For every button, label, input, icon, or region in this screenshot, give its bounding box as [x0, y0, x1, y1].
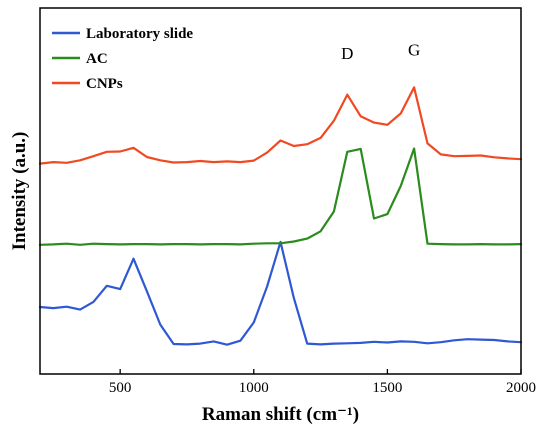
series-line-1 [38, 147, 523, 246]
x-tick-label: 1500 [372, 380, 402, 396]
series-line-2 [38, 86, 523, 165]
peak-label-G: G [408, 41, 420, 60]
x-tick-label: 1000 [239, 380, 269, 396]
peak-label-D: D [341, 44, 353, 63]
x-axis-title: Raman shift (cm⁻¹) [202, 404, 359, 425]
series-line-0 [38, 240, 523, 346]
legend-label-2: CNPs [86, 76, 123, 92]
legend-label-1: AC [86, 51, 108, 67]
legend-label-0: Laboratory slide [86, 26, 193, 42]
legend: Laboratory slide AC CNPs [52, 26, 193, 92]
x-tick-label: 2000 [506, 380, 536, 396]
x-tick-label: 500 [109, 380, 132, 396]
series-layer [38, 86, 523, 346]
ticks-layer: 500 1000 1500 2000 [109, 369, 536, 396]
y-axis-title: Intensity (a.u.) [9, 132, 30, 251]
plot-frame [39, 7, 522, 375]
